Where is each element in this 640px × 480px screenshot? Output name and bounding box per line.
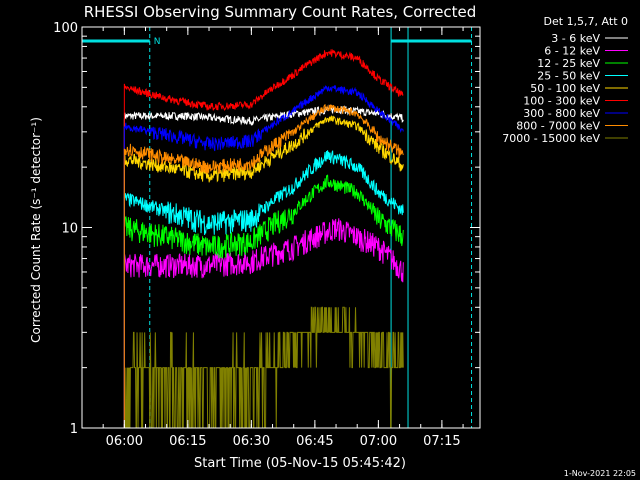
legend-label-7: 800 - 7000 keV xyxy=(516,120,600,133)
chart-title: RHESSI Observing Summary Count Rates, Co… xyxy=(84,3,477,21)
legend-label-8: 7000 - 15000 keV xyxy=(502,132,600,145)
series-line-3 xyxy=(123,150,404,428)
legend-label-6: 300 - 800 keV xyxy=(523,107,600,120)
x-tick-label-0: 06:00 xyxy=(106,434,143,449)
y-tick-label-2: 100 xyxy=(53,21,78,36)
series-line-2 xyxy=(123,174,404,428)
x-tick-label-1: 06:15 xyxy=(169,434,206,449)
night-marker-label: N xyxy=(154,37,161,47)
series-line-6 xyxy=(123,84,404,428)
x-tick-label-5: 07:15 xyxy=(423,434,460,449)
x-tick-label-2: 06:30 xyxy=(233,434,270,449)
y-tick-label-1: 10 xyxy=(61,222,78,237)
legend-label-5: 100 - 300 keV xyxy=(523,95,600,108)
y-axis-label: Corrected Count Rate (s⁻¹ detector⁻¹) xyxy=(29,117,43,343)
series-line-5 xyxy=(123,48,404,428)
legend-label-0: 3 - 6 keV xyxy=(551,32,600,45)
x-tick-label-4: 07:00 xyxy=(360,434,397,449)
legend-label-2: 12 - 25 keV xyxy=(537,57,600,70)
series-line-0 xyxy=(123,104,404,428)
legend-label-4: 50 - 100 keV xyxy=(530,82,600,95)
series-layer xyxy=(123,48,404,429)
series-line-4 xyxy=(123,114,404,428)
y-tick-label-0: 1 xyxy=(70,422,78,437)
plot-timestamp: 1-Nov-2021 22:05 xyxy=(564,469,636,478)
legend-title: Det 1,5,7, Att 0 xyxy=(544,15,628,28)
x-axis-label: Start Time (05-Nov-15 05:45:42) xyxy=(194,456,406,471)
legend-label-1: 6 - 12 keV xyxy=(544,45,600,58)
x-tick-label-3: 06:45 xyxy=(296,434,333,449)
series-line-7 xyxy=(123,103,404,428)
legend-label-3: 25 - 50 keV xyxy=(537,70,600,83)
series-line-1 xyxy=(123,218,404,428)
axes-layer: 1 10 100 06:00 06:15 06:30 06:45 07:00 07:15 xyxy=(53,21,481,449)
series-line-8 xyxy=(124,306,404,429)
